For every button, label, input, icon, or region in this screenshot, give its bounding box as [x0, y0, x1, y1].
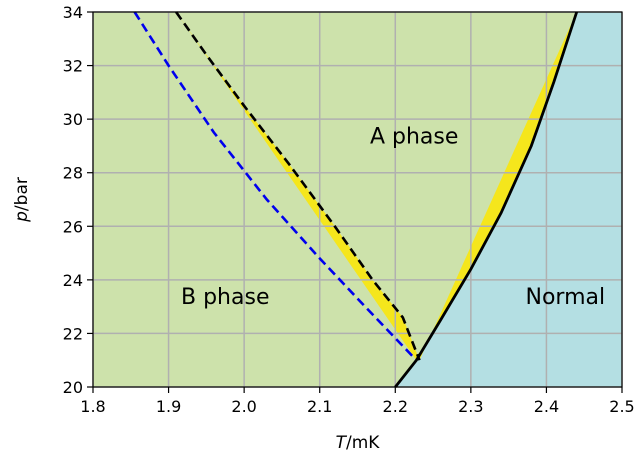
axis-ticks: 1.8 1.9 2.0 2.1 2.2 2.3 2.4 2.5 20 22 24 26 28 30 32 34 [63, 3, 635, 416]
y-tick-label: 32 [63, 57, 83, 76]
x-axis-label: T/mK [336, 433, 381, 453]
y-tick-label: 24 [63, 271, 83, 290]
region-label: B phase [181, 285, 269, 310]
a-b-dashed-boundary [175, 11, 421, 361]
y-axis-unit: /bar [12, 177, 32, 211]
x-tick-label: 2.0 [231, 397, 256, 416]
y-tick-label: 20 [63, 378, 83, 397]
a-phase-region [176, 12, 577, 361]
y-tick-label: 28 [63, 164, 83, 183]
b-phase-dashed-boundary [133, 11, 418, 362]
x-tick-label: 1.9 [156, 397, 181, 416]
plot-frame [92, 11, 623, 388]
region-label: A phase [370, 124, 458, 149]
y-axis-label: p/bar [12, 177, 32, 223]
x-tick-label: 1.8 [80, 397, 105, 416]
x-tick-label: 2.1 [307, 397, 332, 416]
phase-boundaries [133, 11, 579, 388]
x-tick-label: 2.3 [458, 397, 483, 416]
x-axis-unit: /mK [346, 433, 380, 453]
region-labels: A phase B phase Normal [181, 124, 605, 310]
y-tick-label: 26 [63, 217, 83, 236]
region-label: Normal [526, 285, 606, 310]
x-axis-variable: T [336, 433, 348, 453]
x-tick-label: 2.4 [534, 397, 559, 416]
y-tick-label: 22 [63, 324, 83, 343]
x-tick-label: 2.2 [383, 397, 408, 416]
x-tick-label: 2.5 [609, 397, 634, 416]
normal-superfluid-boundary [394, 11, 579, 388]
y-tick-label: 30 [63, 110, 83, 129]
y-tick-label: 34 [63, 3, 83, 22]
y-axis-variable: p [12, 211, 32, 223]
phase-regions [93, 12, 622, 387]
